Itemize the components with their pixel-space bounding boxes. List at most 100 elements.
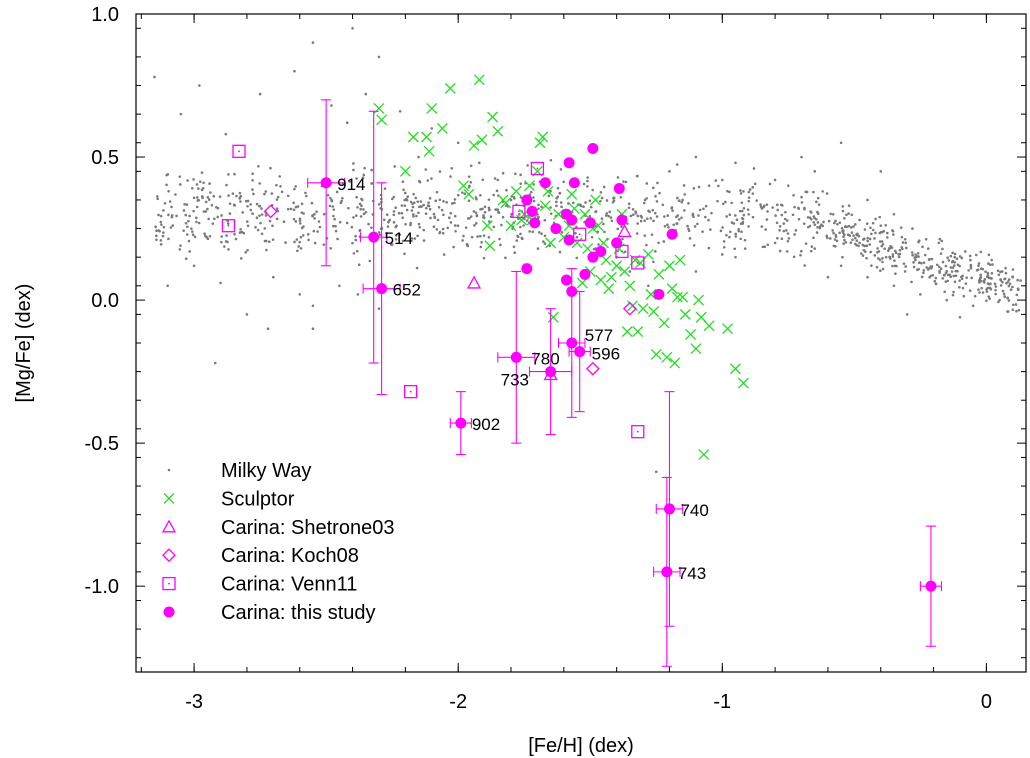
milky-way-point bbox=[231, 192, 235, 195]
milky-way-point bbox=[961, 286, 965, 290]
sculptor-point bbox=[653, 268, 665, 280]
milky-way-point bbox=[826, 275, 830, 279]
milky-way-point bbox=[162, 225, 166, 229]
milky-way-point bbox=[912, 265, 916, 269]
milky-way-point bbox=[655, 200, 659, 203]
milky-way-point bbox=[842, 242, 845, 245]
milky-way-point bbox=[259, 221, 262, 225]
milky-way-point bbox=[208, 234, 212, 238]
milky-way-point bbox=[202, 181, 205, 185]
milky-way-point bbox=[782, 229, 786, 233]
milky-way-point bbox=[296, 249, 299, 253]
sculptor-point bbox=[373, 102, 385, 114]
y-tick-label: -1.0 bbox=[85, 576, 119, 598]
milky-way-point bbox=[815, 231, 819, 234]
milky-way-point bbox=[227, 194, 230, 197]
milky-way-point bbox=[778, 225, 782, 228]
milky-way-point bbox=[654, 250, 657, 253]
milky-way-point bbox=[220, 214, 223, 217]
milky-way-point bbox=[701, 230, 704, 233]
milky-way-point bbox=[945, 298, 949, 302]
milky-way-point bbox=[481, 207, 484, 211]
milky-way-point bbox=[742, 213, 746, 217]
milky-way-point bbox=[435, 228, 439, 231]
venn11-square bbox=[573, 227, 587, 241]
sculptor-point bbox=[473, 74, 485, 86]
shetrone03-point bbox=[617, 224, 632, 238]
milky-way-point bbox=[785, 229, 788, 232]
milky-way-point bbox=[683, 193, 686, 196]
milky-way-point bbox=[768, 182, 772, 186]
milky-way-point bbox=[912, 261, 915, 264]
venn11-point bbox=[530, 161, 545, 176]
milky-way-point bbox=[850, 231, 854, 234]
milky-way-point bbox=[993, 282, 997, 286]
milky-way-point bbox=[620, 225, 623, 228]
milky-way-point bbox=[626, 222, 629, 225]
venn11-square bbox=[631, 256, 645, 270]
sculptor-point bbox=[674, 254, 686, 266]
milky-way-point bbox=[227, 248, 230, 251]
milky-way-point bbox=[364, 92, 368, 96]
milky-way-point bbox=[348, 180, 352, 183]
milky-way-point bbox=[726, 189, 729, 193]
sculptor-point bbox=[376, 114, 388, 126]
milky-way-point bbox=[208, 182, 211, 185]
milky-way-point bbox=[220, 235, 224, 238]
sculptor-cross-stroke bbox=[650, 348, 662, 360]
milky-way-point bbox=[488, 208, 491, 212]
milky-way-point bbox=[967, 269, 970, 272]
star-id-label: 596 bbox=[592, 345, 620, 364]
milky-way-point bbox=[827, 219, 831, 223]
milky-way-point bbox=[694, 155, 698, 159]
milky-way-point bbox=[1003, 295, 1007, 299]
milky-way-point bbox=[497, 210, 500, 214]
milky-way-point bbox=[619, 195, 623, 199]
milky-way-point bbox=[861, 254, 865, 257]
milky-way-point bbox=[174, 193, 177, 196]
milky-way-point bbox=[1004, 271, 1008, 275]
venn11-point bbox=[162, 576, 176, 591]
milky-way-point bbox=[645, 197, 648, 200]
koch08-point bbox=[622, 301, 637, 316]
milky-way-point bbox=[412, 201, 416, 205]
venn11-square bbox=[530, 161, 545, 176]
milky-way-point bbox=[986, 286, 990, 290]
milky-way-point bbox=[483, 205, 487, 209]
milky-way-point bbox=[939, 252, 943, 255]
milky-way-point bbox=[870, 264, 873, 267]
milky-way-point bbox=[816, 212, 820, 216]
milky-way-point bbox=[855, 243, 858, 247]
milky-way-point bbox=[710, 211, 713, 215]
milky-way-point bbox=[953, 255, 956, 259]
milky-way-point bbox=[192, 264, 196, 268]
milky-way-point bbox=[898, 248, 902, 252]
milky-way-point bbox=[362, 208, 365, 211]
milky-way-point bbox=[289, 207, 293, 211]
sculptor-point bbox=[664, 260, 675, 272]
milky-way-point bbox=[500, 223, 503, 227]
milky-way-point bbox=[988, 297, 991, 300]
milky-way-point bbox=[991, 263, 994, 266]
shetrone03-point bbox=[466, 275, 482, 289]
milky-way-point bbox=[952, 264, 956, 267]
milky-way-point bbox=[787, 184, 790, 187]
milky-way-point bbox=[973, 294, 977, 298]
milky-way-point bbox=[382, 218, 386, 222]
milky-way-point bbox=[305, 194, 308, 198]
milky-way-point bbox=[260, 232, 264, 236]
milky-way-point bbox=[974, 253, 978, 257]
milky-way-point bbox=[159, 214, 163, 218]
milky-way-point bbox=[258, 214, 261, 217]
milky-way-point bbox=[1011, 303, 1015, 307]
milky-way-point bbox=[417, 179, 421, 183]
milky-way-point bbox=[627, 206, 631, 210]
milky-way-point bbox=[879, 170, 883, 173]
milky-way-point bbox=[771, 206, 775, 209]
milky-way-point bbox=[786, 232, 790, 235]
milky-way-point bbox=[571, 201, 575, 205]
milky-way-point bbox=[293, 69, 296, 73]
milky-way-point bbox=[547, 194, 551, 198]
milky-way-point bbox=[662, 240, 666, 243]
